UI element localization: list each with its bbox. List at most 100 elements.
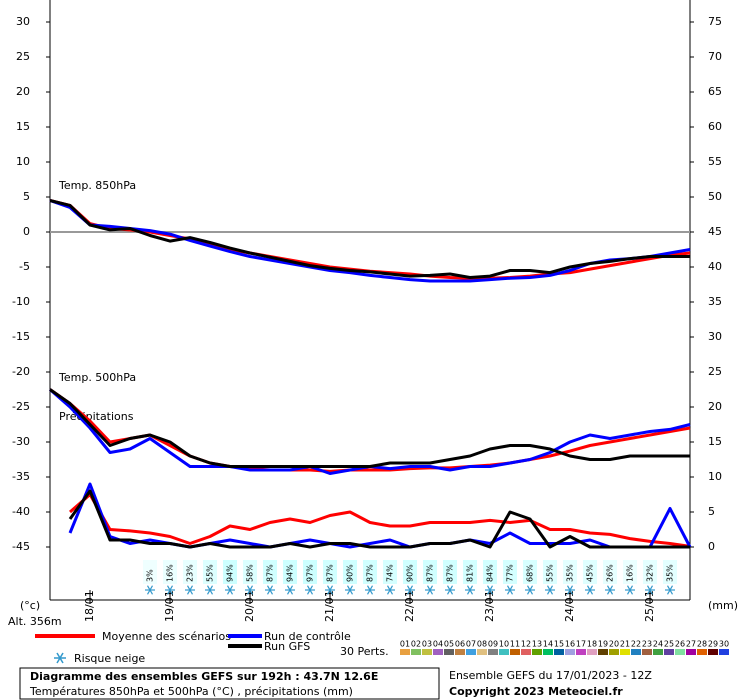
pert-swatch [642, 649, 652, 655]
pert-label: 29 [708, 640, 718, 649]
pert-label: 05 [444, 640, 454, 649]
snow-icon [545, 585, 555, 595]
snow-icon [305, 585, 315, 595]
y-tick-label: -20 [12, 365, 30, 378]
snow-icon [425, 585, 435, 595]
snow-icon [505, 585, 515, 595]
y-tick-label: 15 [16, 120, 30, 133]
snow-risk-label: 94% [226, 564, 235, 582]
snow-icon [485, 585, 495, 595]
snow-risk-box [603, 560, 617, 584]
y2-tick-label: 65 [708, 85, 722, 98]
annotation-500: Temp. 500hPa [58, 371, 136, 384]
series-line [49, 199, 690, 279]
pert-swatch [543, 649, 553, 655]
y-tick-label: -45 [12, 540, 30, 553]
snow-risk-box [323, 560, 337, 584]
annotation-850: Temp. 850hPa [58, 179, 136, 192]
pert-swatch [620, 649, 630, 655]
pert-label: 23 [642, 640, 652, 649]
snow-risk-box [643, 560, 657, 584]
pert-label: 11 [510, 640, 520, 649]
snow-icon-stroke [226, 585, 234, 595]
pert-swatch [719, 649, 729, 655]
snow-icon-stroke [606, 585, 614, 595]
snow-icon [145, 585, 155, 595]
snow-risk-box [403, 560, 417, 584]
pert-label: 06 [455, 640, 465, 649]
snow-icon [585, 585, 595, 595]
y-tick-label: 30 [16, 15, 30, 28]
run-info: Ensemble GEFS du 17/01/2023 - 12Z [449, 669, 652, 682]
pert-label: 13 [532, 640, 542, 649]
pert-swatch [576, 649, 586, 655]
y-tick-label: 10 [16, 155, 30, 168]
snow-risk-box [663, 560, 677, 584]
snow-risk-box [283, 560, 297, 584]
legend-label: Risque neige [74, 652, 145, 665]
pert-label: 07 [466, 640, 476, 649]
pert-label: 18 [587, 640, 597, 649]
y-tick-label: 5 [23, 190, 30, 203]
pert-label: 25 [664, 640, 674, 649]
chart-title: Diagramme des ensembles GEFS sur 192h : … [30, 670, 378, 683]
copyright: Copyright 2023 Meteociel.fr [449, 685, 623, 698]
y2-tick-label: 10 [708, 470, 722, 483]
snow-icon-stroke [486, 585, 494, 595]
snow-risk-box [463, 560, 477, 584]
y-tick-label: -40 [12, 505, 30, 518]
y-tick-label: 0 [23, 225, 30, 238]
snow-risk-label: 87% [446, 564, 455, 582]
snow-icon-stroke [646, 585, 654, 595]
pert-swatch [554, 649, 564, 655]
pert-swatch [477, 649, 487, 655]
snow-icon [385, 585, 395, 595]
snow-risk-box [223, 560, 237, 584]
pert-swatch [532, 649, 542, 655]
snow-risk-box [163, 560, 177, 584]
snow-icon [325, 585, 335, 595]
y-tick-label: -25 [12, 400, 30, 413]
snow-risk-box [583, 560, 597, 584]
pert-swatch [697, 649, 707, 655]
snow-risk-label: 26% [606, 564, 615, 582]
snow-icon-stroke [526, 585, 534, 595]
snow-risk-box [383, 560, 397, 584]
pert-label: 15 [554, 640, 564, 649]
snow-risk-label: 94% [286, 564, 295, 582]
snow-icon-stroke [466, 585, 474, 595]
pert-swatch [653, 649, 663, 655]
snow-icon-stroke [546, 585, 554, 595]
x-tick-label: 21/01 [323, 590, 336, 622]
pert-swatch [466, 649, 476, 655]
snow-icon [245, 585, 255, 595]
snow-risk-label: 68% [526, 564, 535, 582]
snow-risk-label: 55% [546, 564, 555, 582]
chart-subtitle: Températures 850hPa et 500hPa (°C) , pré… [29, 685, 353, 698]
pert-label: 04 [433, 640, 443, 649]
snow-risk-label: 35% [566, 564, 575, 582]
pert-label: 16 [565, 640, 575, 649]
y2-tick-label: 30 [708, 330, 722, 343]
snow-icon-stroke [386, 585, 394, 595]
snow-icon-stroke [266, 585, 274, 595]
snow-icon [205, 585, 215, 595]
pert-label: 22 [631, 640, 641, 649]
snow-icon-stroke [246, 585, 254, 595]
y2-axis-label: (mm) [708, 599, 738, 612]
perts-label: 30 Perts. [340, 645, 389, 658]
title-box [19, 667, 440, 700]
snow-icon-stroke [586, 585, 594, 595]
snow-risk-label: 45% [586, 564, 595, 582]
altitude: Alt. 356m [8, 615, 62, 628]
x-tick-label: 18/01 [83, 590, 96, 622]
snow-risk-box [363, 560, 377, 584]
pert-swatch [444, 649, 454, 655]
x-tick-label: 25/01 [643, 590, 656, 622]
snow-icon [565, 585, 575, 595]
pert-swatch [422, 649, 432, 655]
pert-swatch [675, 649, 685, 655]
snow-icon [605, 585, 615, 595]
snow-risk-label: 3% [146, 569, 155, 582]
y-tick-label: -15 [12, 330, 30, 343]
